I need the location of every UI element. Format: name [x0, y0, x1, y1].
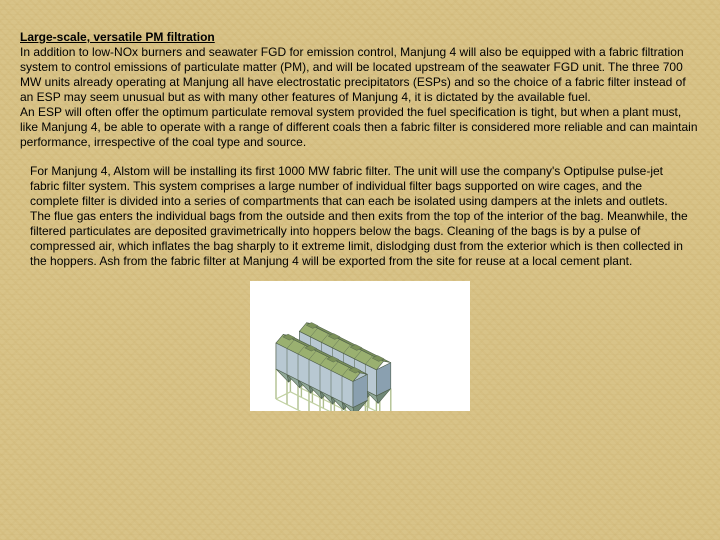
section-title: Large-scale, versatile PM filtration: [20, 30, 215, 44]
paragraph-2b: The flue gas enters the individual bags …: [30, 209, 688, 268]
fabric-filter-illustration: [250, 281, 470, 411]
paragraph-1a: In addition to low-NOx burners and seawa…: [20, 45, 686, 104]
paragraph-2a: For Manjung 4, Alstom will be installing…: [30, 164, 668, 208]
paragraph-1b: An ESP will often offer the optimum part…: [20, 105, 698, 149]
